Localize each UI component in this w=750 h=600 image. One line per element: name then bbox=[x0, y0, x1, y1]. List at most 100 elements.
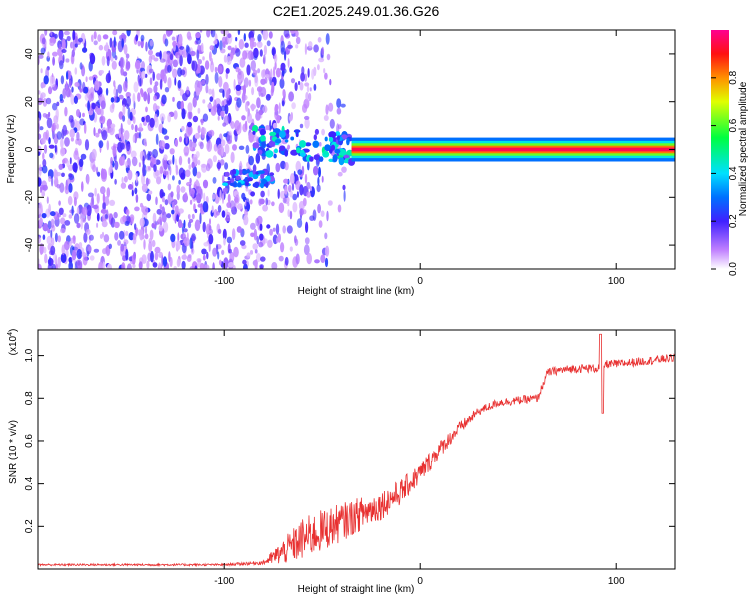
noise-blob bbox=[272, 227, 276, 232]
noise-blob bbox=[72, 30, 76, 41]
spectrogram-xlabel: Height of straight line (km) bbox=[298, 286, 415, 297]
noise-blob bbox=[187, 214, 191, 220]
noise-blob bbox=[214, 33, 218, 45]
noise-blob bbox=[44, 30, 48, 36]
noise-blob bbox=[227, 33, 232, 39]
noise-blob bbox=[242, 84, 246, 96]
signal-onset-blob bbox=[300, 152, 306, 157]
noise-blob bbox=[118, 131, 122, 139]
noise-blob bbox=[284, 50, 287, 61]
noise-blob bbox=[39, 217, 43, 227]
noise-blob bbox=[100, 208, 107, 214]
signal-onset-blob bbox=[309, 156, 314, 162]
noise-blob bbox=[47, 228, 51, 234]
noise-blob bbox=[114, 55, 118, 61]
noise-blob bbox=[43, 75, 49, 85]
noise-blob bbox=[41, 192, 46, 197]
noise-blob bbox=[187, 54, 192, 65]
noise-blob bbox=[98, 44, 104, 51]
noise-blob bbox=[145, 41, 148, 52]
noise-blob bbox=[123, 130, 130, 141]
noise-blob bbox=[50, 211, 56, 217]
noise-blob bbox=[200, 188, 203, 199]
noise-blob bbox=[295, 44, 299, 49]
negative-branch-blob bbox=[229, 182, 236, 187]
noise-blob bbox=[183, 219, 186, 229]
negative-branch-blob bbox=[238, 169, 244, 175]
noise-blob bbox=[261, 69, 266, 79]
noise-blob bbox=[241, 115, 246, 121]
noise-blob bbox=[58, 43, 62, 50]
noise-blob bbox=[54, 232, 58, 243]
noise-blob bbox=[264, 76, 268, 84]
noise-blob bbox=[138, 131, 142, 139]
noise-blob bbox=[150, 250, 154, 263]
noise-blob bbox=[248, 155, 254, 166]
noise-blob bbox=[55, 263, 59, 269]
noise-blob bbox=[280, 242, 285, 253]
noise-blob bbox=[82, 206, 88, 217]
noise-blob bbox=[107, 263, 112, 269]
noise-blob bbox=[76, 248, 83, 260]
noise-blob bbox=[216, 103, 221, 110]
noise-blob bbox=[259, 198, 265, 205]
noise-blob bbox=[252, 243, 258, 250]
noise-blob bbox=[51, 263, 56, 269]
noise-blob bbox=[109, 199, 116, 206]
noise-blob bbox=[287, 44, 293, 49]
noise-blob bbox=[62, 88, 66, 99]
noise-blob bbox=[208, 234, 214, 245]
noise-blob bbox=[210, 30, 216, 38]
noise-blob bbox=[73, 95, 78, 104]
noise-blob bbox=[200, 127, 207, 135]
negative-branch-blob bbox=[248, 172, 254, 178]
noise-blob bbox=[250, 30, 255, 38]
noise-blob bbox=[202, 99, 206, 104]
snr-ytick-label: 0.6 bbox=[24, 434, 35, 448]
noise-blob bbox=[189, 199, 193, 205]
noise-blob bbox=[232, 228, 236, 241]
noise-blob bbox=[194, 208, 198, 214]
noise-blob bbox=[311, 68, 315, 80]
noise-blob bbox=[148, 55, 153, 64]
noise-blob bbox=[202, 201, 209, 213]
noise-blob bbox=[101, 130, 108, 141]
noise-blob bbox=[237, 30, 241, 36]
noise-blob bbox=[259, 264, 264, 269]
signal-onset-blob bbox=[296, 147, 301, 154]
noise-blob bbox=[191, 190, 195, 199]
noise-blob bbox=[306, 85, 310, 93]
noise-blob bbox=[159, 217, 165, 222]
noise-blob bbox=[182, 93, 188, 101]
noise-blob bbox=[227, 45, 232, 51]
noise-blob bbox=[196, 63, 201, 75]
noise-blob bbox=[161, 94, 167, 105]
noise-blob bbox=[187, 121, 192, 128]
noise-blob bbox=[212, 262, 215, 269]
noise-blob bbox=[57, 235, 61, 243]
noise-blob bbox=[226, 236, 233, 244]
noise-blob bbox=[217, 65, 223, 74]
noise-blob bbox=[159, 204, 163, 210]
noise-blob bbox=[98, 140, 104, 149]
noise-blob bbox=[242, 50, 248, 60]
noise-blob bbox=[50, 218, 55, 229]
noise-blob bbox=[260, 190, 265, 198]
noise-blob bbox=[92, 204, 99, 210]
noise-blob bbox=[132, 233, 137, 241]
noise-blob bbox=[197, 107, 201, 114]
signal-onset-blob bbox=[346, 137, 350, 146]
noise-blob bbox=[118, 94, 124, 100]
noise-blob bbox=[221, 263, 224, 269]
noise-blob bbox=[177, 232, 180, 243]
negative-branch-blob bbox=[227, 176, 231, 181]
noise-blob bbox=[219, 159, 225, 166]
noise-blob bbox=[241, 192, 246, 200]
noise-blob bbox=[110, 156, 113, 166]
noise-blob bbox=[102, 192, 106, 204]
noise-blob bbox=[312, 209, 317, 221]
noise-blob bbox=[48, 137, 51, 145]
noise-blob bbox=[289, 210, 293, 220]
noise-blob bbox=[78, 84, 82, 92]
noise-blob bbox=[50, 245, 56, 256]
